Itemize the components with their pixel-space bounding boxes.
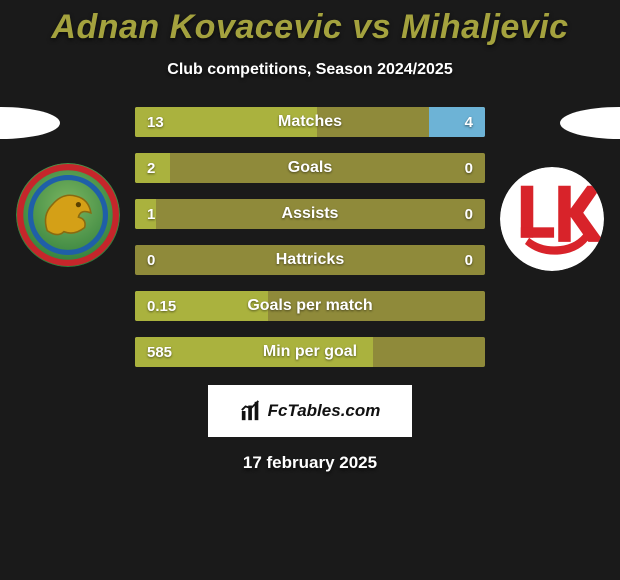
comparison-chart: Matches134Goals20Assists10Hattricks00Goa… <box>0 103 620 373</box>
stat-row: Min per goal585 <box>135 337 485 367</box>
ellipse-decor-left <box>0 107 60 139</box>
miedz-crest-icon <box>16 163 120 267</box>
stat-row: Goals2 0 <box>135 153 485 183</box>
stat-label: Assists <box>135 199 485 229</box>
watermark-text: FcTables.com <box>268 401 381 421</box>
stat-row: Goals per match0.15 <box>135 291 485 321</box>
infographic-container: Adnan Kovacevic vs Mihaljevic Club compe… <box>0 0 620 473</box>
team-badge-right <box>500 167 604 271</box>
stat-value-left: 2 <box>147 153 155 183</box>
ellipse-decor-right <box>560 107 620 139</box>
stat-row: Assists1 0 <box>135 199 485 229</box>
stat-bars: Matches134Goals20Assists10Hattricks00Goa… <box>135 107 485 383</box>
stat-label: Min per goal <box>135 337 485 367</box>
stat-value-left: 585 <box>147 337 172 367</box>
stat-row: Matches13 4 <box>135 107 485 137</box>
footer-date: 17 february 2025 <box>0 453 620 473</box>
stat-label: Goals <box>135 153 485 183</box>
stat-value-right: 4 <box>465 107 473 137</box>
stat-row: Hattricks0 0 <box>135 245 485 275</box>
stat-value-left: 0.15 <box>147 291 176 321</box>
stat-label: Hattricks <box>135 245 485 275</box>
stat-value-left: 0 <box>147 245 155 275</box>
stat-value-right: 0 <box>465 199 473 229</box>
stat-value-right: 0 <box>465 153 473 183</box>
bar-chart-icon <box>240 400 262 422</box>
watermark: FcTables.com <box>208 385 412 437</box>
stat-value-left: 1 <box>147 199 155 229</box>
stat-label: Matches <box>135 107 485 137</box>
stat-label: Goals per match <box>135 291 485 321</box>
page-subtitle: Club competitions, Season 2024/2025 <box>0 61 620 79</box>
stat-value-left: 13 <box>147 107 164 137</box>
team-badge-left <box>16 163 120 267</box>
stat-value-right: 0 <box>465 245 473 275</box>
lks-crest-icon <box>500 167 604 271</box>
page-title: Adnan Kovacevic vs Mihaljevic <box>0 8 620 47</box>
